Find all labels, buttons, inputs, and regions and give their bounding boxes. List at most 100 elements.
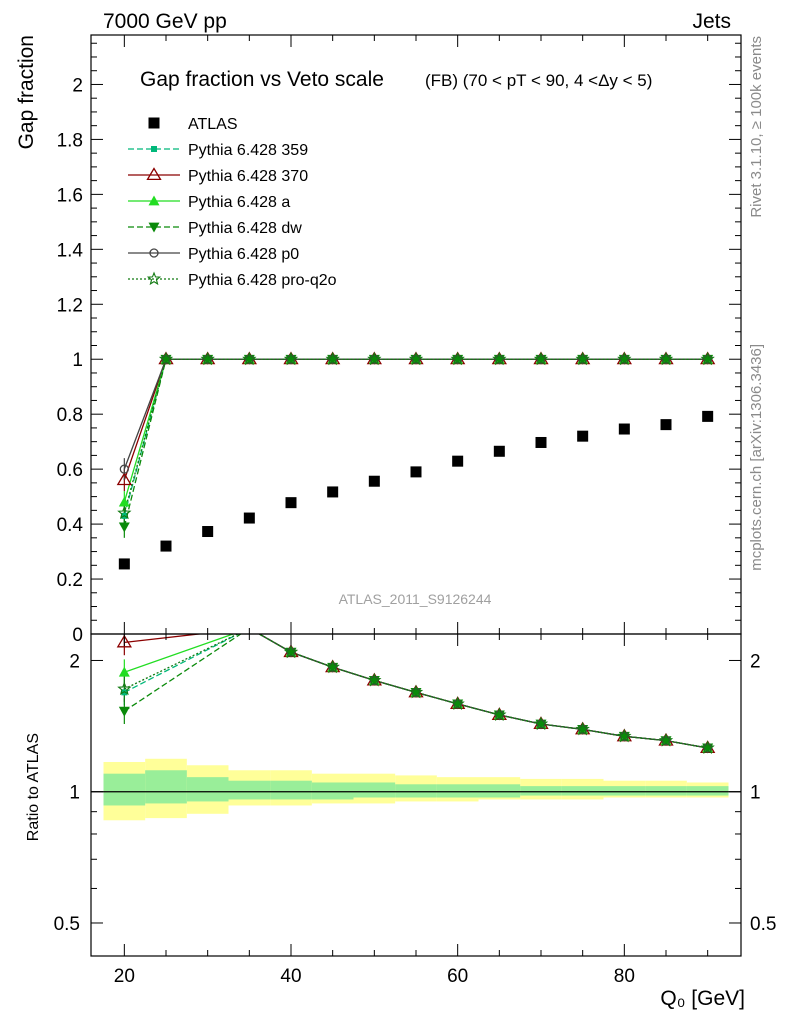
band-stat-5 bbox=[311, 782, 354, 800]
top-point-6-5 bbox=[325, 351, 340, 366]
y-tick-label-bot-right-1: 1 bbox=[750, 783, 761, 804]
band-stat-10 bbox=[520, 786, 562, 796]
chart-title: Gap fraction vs Veto scale bbox=[140, 68, 384, 91]
top-point-6-6 bbox=[367, 351, 382, 366]
ratio-point-5-5 bbox=[408, 684, 424, 699]
top-point-2-0 bbox=[116, 472, 132, 486]
legend-marker-1 bbox=[151, 146, 157, 152]
ratio-point-5-12 bbox=[700, 740, 715, 755]
x-axis-title: Q₀ [GeV] bbox=[660, 987, 745, 1010]
uncertainty-bands bbox=[103, 758, 729, 821]
ratio-point-5-2 bbox=[283, 644, 299, 659]
legend-label-5: Pythia 6.428 p0 bbox=[188, 246, 299, 263]
top-point-6-2 bbox=[200, 351, 215, 366]
band-stat-14 bbox=[686, 786, 729, 796]
y-tick-label-top-zero: 0 bbox=[72, 625, 83, 646]
y-tick-label-top-3: 0.8 bbox=[57, 405, 83, 426]
top-point-6-7 bbox=[408, 351, 424, 366]
y-tick-label-bot-right-0: 0.5 bbox=[750, 914, 776, 935]
ratio-point-5-3 bbox=[325, 659, 340, 674]
band-stat-3 bbox=[228, 780, 271, 800]
band-stat-1 bbox=[145, 770, 187, 804]
chart-subtitle: (FB) (70 < pT < 90, 4 <Δy < 5) bbox=[425, 71, 652, 90]
ratio-point-5-8 bbox=[533, 716, 549, 731]
y-tick-label-top-4: 1 bbox=[72, 350, 83, 371]
ratio-point-5-11 bbox=[658, 733, 674, 747]
axis-ticks bbox=[91, 35, 741, 956]
legend-marker-0 bbox=[148, 117, 160, 129]
top-line-2 bbox=[123, 358, 708, 481]
band-stat-12 bbox=[603, 786, 646, 796]
rivet-version-label: Rivet 3.1.10, ≥ 100k events bbox=[748, 36, 765, 218]
x-tick-label-40: 40 bbox=[280, 966, 301, 987]
legend-label-2: Pythia 6.428 370 bbox=[188, 168, 308, 185]
ratio-point-3-0 bbox=[118, 706, 130, 717]
top-point-6-1 bbox=[158, 351, 174, 366]
ratio-point-5-0 bbox=[117, 681, 132, 696]
ratio-point-5-7 bbox=[492, 707, 507, 722]
top-point-0-12 bbox=[618, 423, 630, 435]
ratio-point-0-0 bbox=[121, 689, 128, 696]
top-point-0-7 bbox=[410, 466, 422, 478]
top-point-0-4 bbox=[285, 497, 297, 509]
top-point-6-13 bbox=[658, 351, 674, 366]
top-point-0-14 bbox=[702, 410, 714, 422]
ratio-series-markers bbox=[116, 634, 716, 755]
band-stat-2 bbox=[186, 777, 229, 802]
y-tick-label-top-9: 2 bbox=[72, 75, 83, 96]
top-point-0-13 bbox=[660, 419, 672, 431]
y-tick-label-top-6: 1.4 bbox=[57, 240, 84, 261]
y-tick-label-top-5: 1.2 bbox=[57, 295, 83, 316]
header-energy-label: 7000 GeV pp bbox=[103, 10, 227, 33]
top-point-0-5 bbox=[327, 486, 339, 498]
legend-label-1: Pythia 6.428 359 bbox=[188, 142, 308, 159]
y-tick-label-top-1: 0.4 bbox=[57, 515, 84, 536]
legend-marker-4 bbox=[148, 222, 160, 233]
top-point-6-4 bbox=[283, 351, 299, 366]
top-point-5-0 bbox=[119, 464, 129, 474]
legend-marker-3 bbox=[148, 195, 160, 206]
top-point-6-10 bbox=[533, 351, 549, 366]
top-line-5 bbox=[123, 358, 708, 470]
legend-label-3: Pythia 6.428 a bbox=[188, 194, 290, 211]
top-point-6-14 bbox=[700, 351, 715, 366]
mcplots-label: mcplots.cern.ch [arXiv:1306.3436] bbox=[748, 344, 765, 571]
x-tick-label-20: 20 bbox=[114, 966, 135, 987]
ratio-point-5-9 bbox=[575, 721, 590, 736]
top-line-6 bbox=[123, 358, 708, 514]
band-stat-0 bbox=[103, 773, 146, 806]
y-tick-label-bot-right-2: 2 bbox=[750, 651, 761, 672]
top-point-0-11 bbox=[577, 430, 589, 442]
legend: ATLAS Pythia 6.428 359 Pythia 6.428 370 Pyt… bbox=[128, 116, 337, 289]
top-point-0-10 bbox=[535, 436, 547, 448]
top-series-lines bbox=[123, 358, 708, 538]
analysis-watermark: ATLAS_2011_S9126244 bbox=[339, 591, 492, 607]
x-tick-label-80: 80 bbox=[614, 966, 635, 987]
top-point-3-0 bbox=[118, 496, 130, 507]
legend-label-4: Pythia 6.428 dw bbox=[188, 220, 302, 237]
band-stat-9 bbox=[478, 784, 521, 798]
band-stat-13 bbox=[645, 786, 687, 796]
y-tick-label-top-2: 0.6 bbox=[57, 460, 83, 481]
top-point-6-3 bbox=[242, 351, 257, 366]
top-point-0-3 bbox=[243, 512, 255, 524]
top-point-6-0 bbox=[117, 505, 132, 520]
top-y-axis-title: Gap fraction bbox=[15, 35, 38, 149]
legend-marker-6 bbox=[146, 271, 162, 286]
y-tick-label-bot-2: 2 bbox=[69, 651, 80, 672]
header-process-label: Jets bbox=[692, 10, 731, 33]
top-point-0-1 bbox=[160, 540, 172, 552]
top-point-0-6 bbox=[368, 475, 380, 487]
band-stat-7 bbox=[395, 784, 437, 798]
legend-marker-5 bbox=[149, 248, 159, 258]
ratio-point-2-0 bbox=[118, 666, 130, 677]
top-line-4 bbox=[123, 358, 708, 527]
legend-label-6: Pythia 6.428 pro-q2o bbox=[188, 272, 337, 289]
band-stat-11 bbox=[561, 786, 604, 796]
y-tick-label-bot-1: 1 bbox=[69, 783, 80, 804]
bottom-y-axis-title: Ratio to ATLAS bbox=[25, 733, 42, 841]
ratio-point-5-4 bbox=[367, 672, 382, 687]
ratio-point-5-10 bbox=[617, 728, 632, 743]
